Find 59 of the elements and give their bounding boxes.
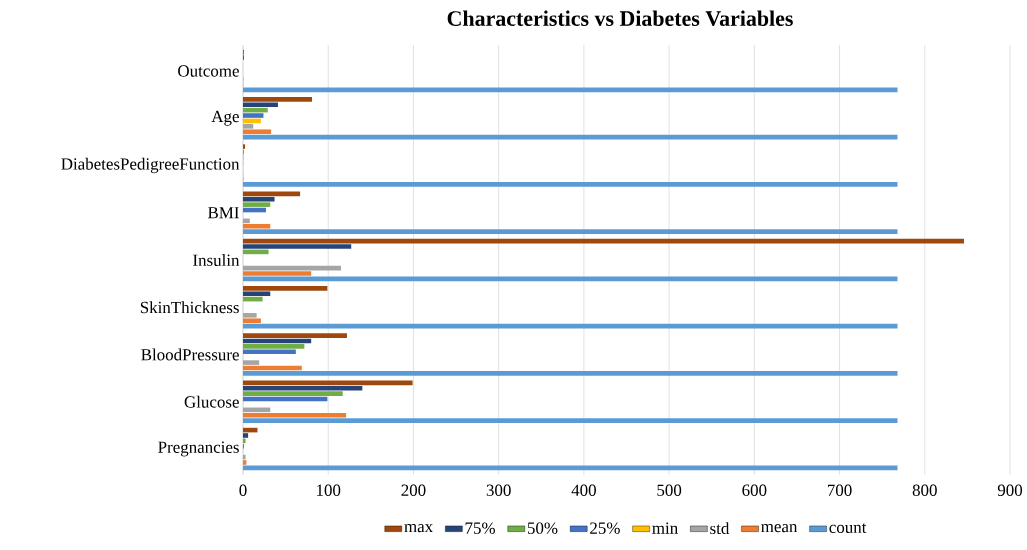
y-tick-label: Outcome <box>178 65 239 77</box>
bar <box>243 97 313 102</box>
bar <box>243 202 271 207</box>
x-tick-label: 600 <box>742 484 767 496</box>
bar <box>243 218 250 224</box>
y-tick-label: Insulin <box>193 254 240 266</box>
bar <box>243 385 363 391</box>
legend-label: max <box>404 524 433 533</box>
bar <box>243 271 312 276</box>
y-tick-label: SkinThickness <box>140 301 239 314</box>
bar <box>243 418 898 423</box>
bar <box>243 144 246 149</box>
x-tick-label: 400 <box>571 484 596 496</box>
y-tick-label: Age <box>211 110 239 126</box>
bar <box>243 229 898 234</box>
legend-label: std <box>710 522 730 535</box>
x-tick-label: 700 <box>827 484 852 496</box>
bar <box>243 391 343 396</box>
bar <box>243 182 898 187</box>
bar <box>243 454 246 460</box>
bar <box>243 196 275 202</box>
y-tick-label: BMI <box>207 207 239 219</box>
y-tick-label: DiabetesPedigreeFunction <box>61 157 240 174</box>
y-tick-label: BloodPressure <box>141 348 239 361</box>
bar <box>243 360 260 365</box>
bar <box>243 102 278 108</box>
bar <box>243 113 264 118</box>
legend-label: 75% <box>465 522 495 534</box>
bar <box>243 286 328 291</box>
bar <box>243 412 347 418</box>
x-tick-label: 200 <box>401 484 426 496</box>
bar <box>243 344 305 349</box>
x-tick-label: 0 <box>239 484 247 496</box>
legend-label: 50% <box>527 522 558 534</box>
x-tick-label: 800 <box>912 484 937 496</box>
bar <box>243 433 249 438</box>
bar <box>243 460 247 465</box>
bar <box>243 244 352 249</box>
bar <box>243 291 271 297</box>
bar <box>243 318 261 324</box>
legend-label: count <box>829 523 867 533</box>
bar <box>243 223 271 229</box>
x-tick-label: 500 <box>657 484 682 496</box>
legend-label: 25% <box>590 522 620 534</box>
y-tick-label: Pregnancies <box>158 441 239 457</box>
bar <box>243 313 257 318</box>
chart-title: Characteristics vs Diabetes Variables <box>447 10 793 27</box>
bar <box>243 438 246 444</box>
x-tick-label: 300 <box>486 484 511 496</box>
bar <box>243 124 254 129</box>
legend-label: mean <box>761 524 798 533</box>
x-tick-label: 900 <box>997 484 1023 496</box>
bar <box>243 371 898 376</box>
x-tick-label: 100 <box>317 484 341 496</box>
bar <box>243 349 296 355</box>
bar <box>243 333 347 338</box>
y-tick-label: Glucose <box>184 395 239 408</box>
legend-label: min <box>652 522 678 534</box>
bar <box>243 129 272 135</box>
